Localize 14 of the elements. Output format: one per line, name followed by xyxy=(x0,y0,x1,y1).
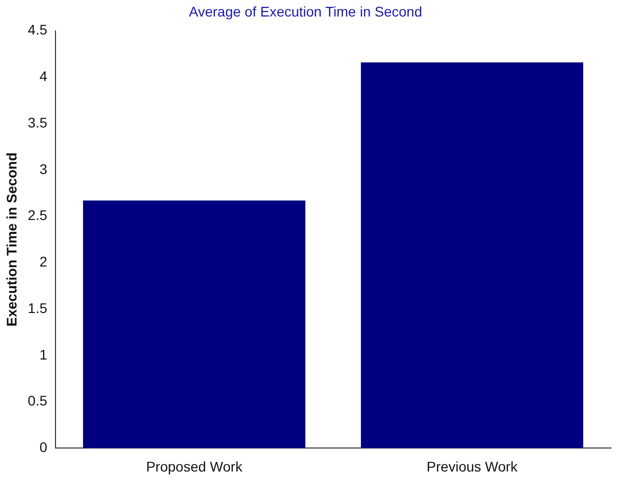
y-tick-label: 0.5 xyxy=(28,392,48,409)
y-tick-label: 0 xyxy=(39,439,48,456)
y-tick-label: 4.5 xyxy=(28,22,48,38)
chart-title: Average of Execution Time in Second xyxy=(188,3,422,20)
y-tick-label: 3 xyxy=(39,160,48,177)
x-tick-label: Proposed Work xyxy=(146,458,244,474)
y-tick-label: 2 xyxy=(39,254,48,270)
y-tick-label: 4 xyxy=(39,68,48,84)
y-axis-title: Execution Time in Second xyxy=(3,152,20,327)
x-tick-label: Previous Work xyxy=(426,458,518,474)
y-tick-label: 3.5 xyxy=(28,114,48,130)
y-tick-label: 1.5 xyxy=(28,300,48,316)
y-tick-label: 2.5 xyxy=(28,207,48,224)
y-tick-label: 1 xyxy=(39,346,48,362)
